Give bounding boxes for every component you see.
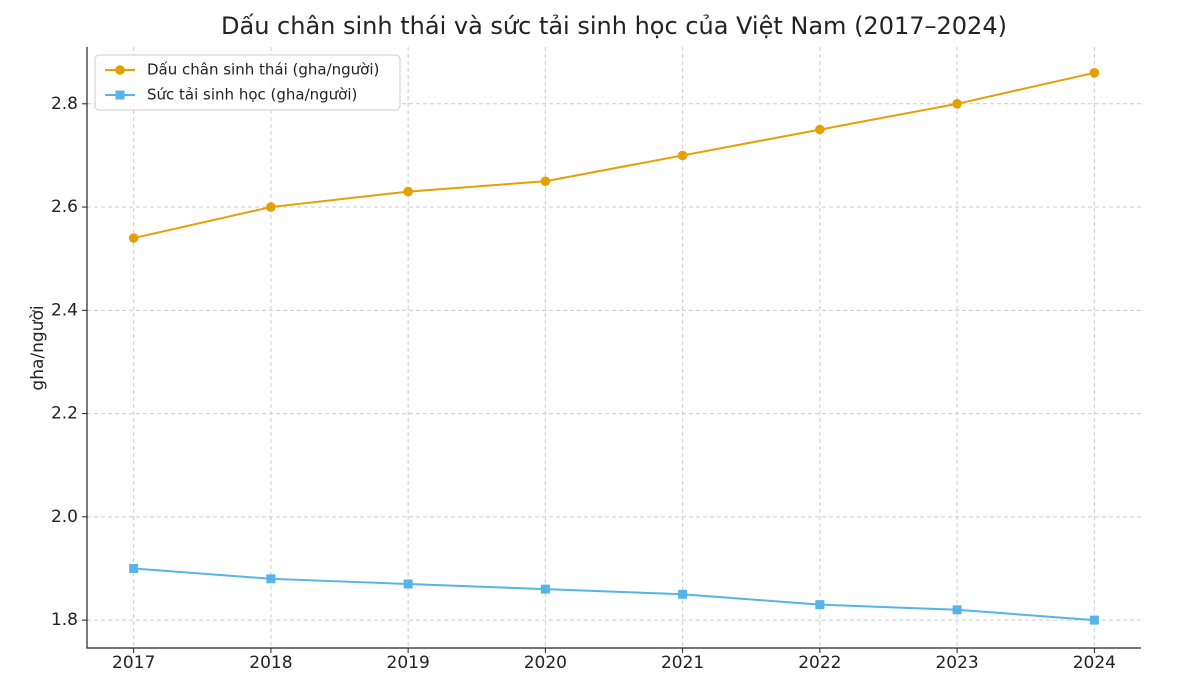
axes — [86, 47, 1141, 649]
data-point — [952, 98, 962, 109]
data-point — [815, 600, 825, 610]
data-point — [266, 574, 276, 584]
data-point — [128, 233, 139, 243]
x-tick-label: 2021 — [661, 653, 704, 673]
x-tick-label: 2023 — [935, 653, 978, 673]
data-point — [540, 176, 551, 187]
legend-marker — [115, 90, 125, 100]
legend-box — [94, 54, 401, 111]
legend-label: Sức tải sinh học (gha/người) — [147, 86, 357, 104]
data-point — [540, 584, 550, 594]
data-point — [815, 124, 825, 135]
x-tick-label: 2022 — [798, 653, 841, 673]
x-tick-label: 2020 — [524, 653, 567, 673]
y-tick-label: 2.4 — [51, 300, 78, 320]
data-point — [129, 563, 139, 573]
y-tick-label: 2.2 — [51, 404, 78, 424]
y-tick-label: 2.8 — [51, 94, 78, 114]
x-tick-label: 2024 — [1073, 653, 1116, 673]
x-tick-label: 2017 — [112, 653, 155, 673]
y-tick-label: 1.8 — [51, 610, 78, 630]
y-tick-label: 2.6 — [51, 197, 78, 217]
series-line — [133, 567, 1095, 622]
data-point — [1089, 615, 1099, 625]
data-point — [403, 579, 413, 589]
y-tick-label: 2.0 — [51, 507, 78, 527]
legend-marker — [115, 65, 125, 75]
data-point — [952, 605, 962, 615]
data-point — [1089, 68, 1100, 78]
data-point — [266, 202, 276, 212]
legend-label: Dấu chân sinh thái (gha/người) — [147, 61, 379, 79]
data-point — [403, 186, 413, 197]
x-tick-label: 2019 — [387, 653, 430, 673]
y-axis-label: gha/người — [28, 305, 48, 390]
series-line — [133, 71, 1095, 240]
data-point — [677, 150, 688, 161]
x-tick-label: 2018 — [249, 653, 292, 673]
data-point — [678, 589, 688, 599]
chart-title: Dấu chân sinh thái và sức tải sinh học c… — [221, 12, 1007, 40]
